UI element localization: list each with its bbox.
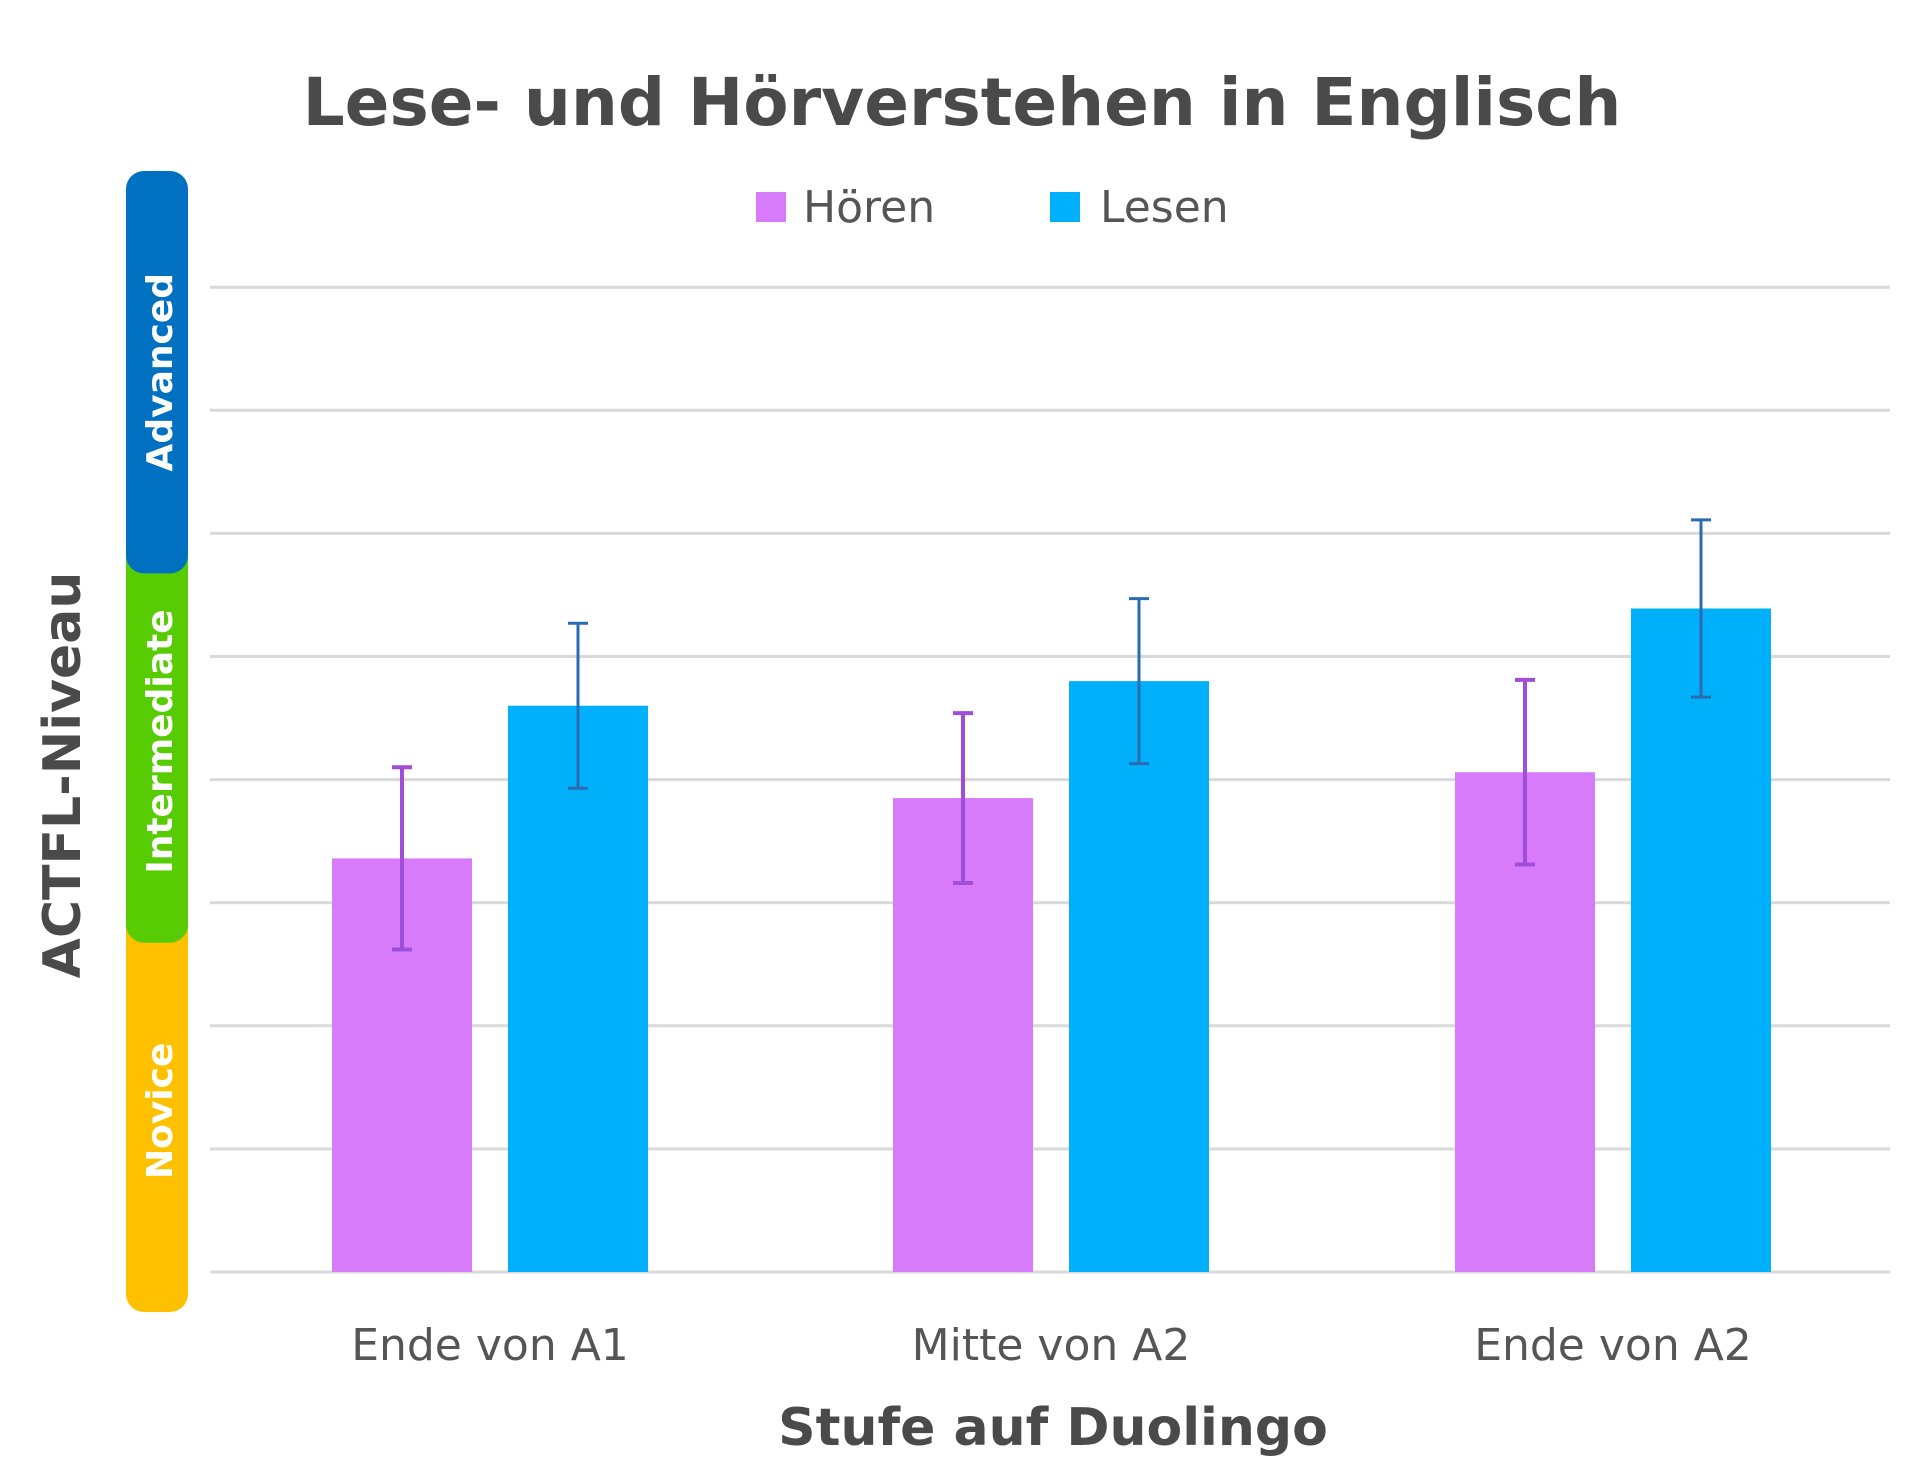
error-bar-horen (1515, 677, 1535, 867)
legend: Hören Lesen (756, 182, 1229, 233)
x-axis-title: Stufe auf Duolingo (778, 1398, 1328, 1458)
bar-lesen (508, 705, 648, 1272)
gridlines (210, 285, 1890, 1274)
band-label-novice: Novice (140, 1043, 181, 1179)
error-bar-horen (392, 765, 412, 952)
band-label-intermediate: Intermediate (140, 609, 181, 873)
band-novice (126, 909, 188, 1312)
error-bars (392, 518, 1711, 952)
y-level-bands: Novice Intermediate Advanced (126, 171, 188, 1312)
x-tick-labels: Ende von A1 Mitte von A2 Ende von A2 (351, 1320, 1752, 1371)
error-bar-horen (953, 711, 973, 886)
bar-lesen (1631, 608, 1771, 1272)
legend-swatch-lesen (1050, 192, 1080, 222)
band-intermediate (126, 540, 188, 943)
bars (332, 608, 1771, 1272)
bar-lesen (1069, 681, 1209, 1272)
error-bar-lesen (568, 621, 588, 790)
x-tick-label: Ende von A2 (1474, 1320, 1752, 1371)
error-bar-lesen (1691, 518, 1711, 699)
x-tick-label: Mitte von A2 (912, 1320, 1191, 1371)
legend-label-lesen: Lesen (1100, 182, 1229, 233)
band-advanced (126, 171, 188, 574)
y-axis-title: ACTFL-Niveau (33, 572, 93, 979)
band-label-advanced: Advanced (140, 273, 181, 472)
x-tick-label: Ende von A1 (351, 1320, 629, 1371)
chart-title: Lese- und Hörverstehen in Englisch (303, 64, 1622, 141)
legend-swatch-horen (756, 192, 786, 222)
error-bar-lesen (1129, 597, 1149, 766)
legend-label-horen: Hören (803, 182, 935, 233)
